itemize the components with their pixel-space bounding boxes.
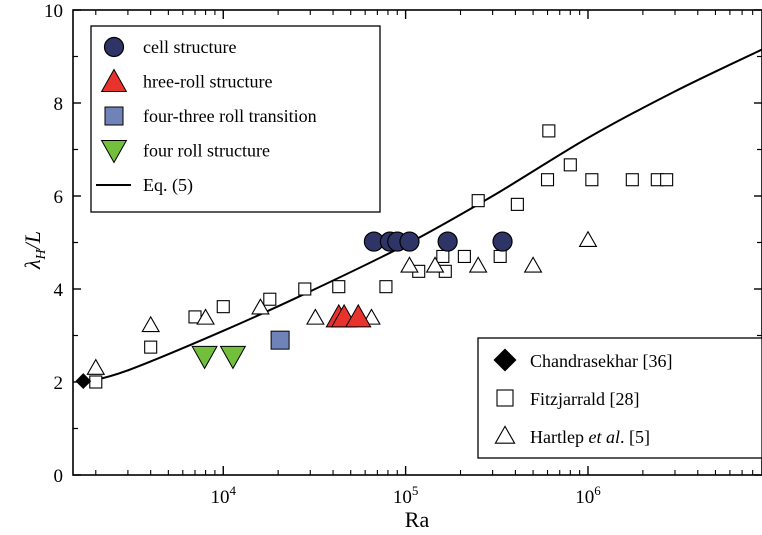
point-four — [191, 345, 218, 370]
point-fitz — [89, 375, 103, 389]
point-four — [219, 345, 247, 370]
legend-label-three: hree-roll structure — [143, 72, 272, 92]
point-fitz — [493, 249, 507, 263]
legend-label-chandra: Chandrasekhar [36] — [530, 351, 672, 371]
point-hartlep — [425, 256, 445, 273]
y-axis-title: λH/L — [20, 231, 49, 270]
point-transition — [270, 330, 290, 350]
axis-ticks: 0 2 4 6 8 10 104 105 106 — [44, 1, 762, 508]
x-axis-title: Ra — [405, 507, 430, 532]
legend-marker-four — [100, 140, 128, 164]
legend-label-cell: cell structure — [143, 37, 236, 57]
legend-label-hartlep: Hartlep et al. [5] — [530, 427, 650, 447]
point-fitz — [457, 249, 471, 263]
point-fitz — [298, 282, 312, 296]
y-tick-label: 0 — [54, 466, 64, 487]
y-tick-label: 8 — [54, 94, 64, 115]
legend-top-frame — [90, 25, 381, 213]
point-hartlep — [523, 256, 543, 273]
legend-label-eq5: Eq. (5) — [143, 175, 193, 196]
y-tick-label: 2 — [54, 373, 64, 394]
point-hartlep — [400, 256, 419, 273]
point-fitz — [216, 300, 230, 314]
point-fitz — [542, 124, 556, 138]
point-cell — [437, 231, 458, 252]
legend-label-four: four roll structure — [143, 141, 270, 161]
point-fitz — [660, 173, 674, 187]
point-three — [345, 303, 372, 328]
y-tick-label: 6 — [54, 187, 64, 208]
point-chandra — [75, 373, 92, 389]
legend-top: cell structure hree-roll structure four-t… — [90, 25, 381, 213]
x-tick-label: 105 — [393, 483, 419, 508]
x-tick-label: 106 — [575, 483, 601, 508]
point-hartlep — [251, 298, 270, 315]
point-fitz — [585, 173, 599, 187]
y-tick-label: 10 — [44, 1, 63, 22]
legend-label-transition: four-three roll transition — [143, 106, 317, 126]
point-hartlep — [196, 308, 215, 325]
point-fitz — [436, 249, 450, 263]
legend-bottom: Chandrasekhar [36] Fitzjarrald [28] Hartle… — [477, 337, 762, 459]
point-hartlep — [141, 315, 161, 333]
point-fitz — [379, 280, 393, 294]
legend-marker-hartlep — [494, 425, 516, 444]
legend-marker-three — [100, 68, 128, 92]
legend-marker-cell — [103, 36, 125, 58]
point-fitz — [540, 173, 555, 187]
data-marks — [75, 124, 674, 389]
x-tick-label: 104 — [211, 483, 237, 508]
point-hartlep — [306, 308, 325, 325]
legend-marker-chandra — [493, 348, 517, 372]
point-fitz — [332, 280, 346, 294]
legend-bottom-frame — [477, 337, 762, 459]
point-cell — [399, 231, 420, 252]
legend-marker-transition — [104, 106, 124, 126]
point-hartlep — [86, 358, 106, 375]
y-tick-label: 4 — [54, 280, 64, 301]
point-fitz — [263, 292, 277, 306]
legend-marker-fitz — [496, 389, 514, 407]
point-fitz — [471, 194, 485, 208]
point-fitz — [144, 340, 158, 354]
point-hartlep — [578, 230, 598, 248]
legend-label-fitz: Fitzjarrald [28] — [530, 389, 639, 409]
point-cell — [492, 231, 513, 252]
point-fitz — [563, 158, 577, 172]
point-fitz — [510, 197, 524, 211]
point-hartlep — [468, 256, 488, 273]
point-fitz — [625, 173, 639, 187]
